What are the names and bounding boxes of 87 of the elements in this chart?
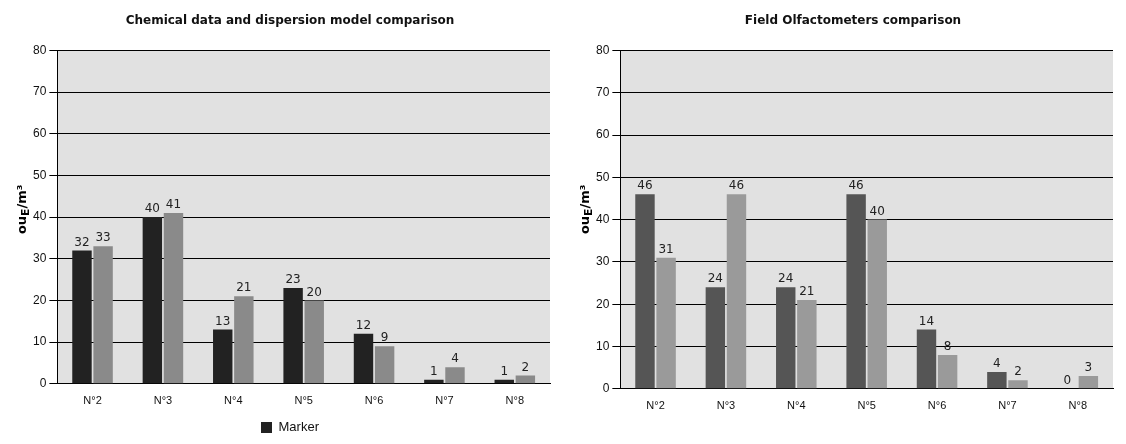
bar (635, 194, 655, 389)
y-tick-label: 50 (32, 167, 47, 182)
bar (1078, 376, 1099, 389)
bar (142, 217, 163, 384)
y-tick-label: 70 (595, 85, 610, 100)
bar (353, 333, 374, 384)
data-label: 23 (285, 272, 301, 287)
y-tick-label: 60 (595, 127, 610, 142)
data-label: 40 (144, 201, 160, 216)
bar (234, 296, 254, 384)
x-tick-label: N°7 (998, 399, 1017, 412)
y-tick-label: 40 (595, 211, 610, 226)
y-tick-label: 20 (32, 292, 47, 307)
data-label: 0 (1063, 372, 1072, 387)
bar (656, 257, 676, 389)
chart-title: Field Olfactometers comparison (744, 13, 962, 28)
x-tick-label: N°7 (435, 394, 454, 407)
data-label: 1 (430, 363, 438, 378)
bar (163, 212, 184, 384)
chart-title: Chemical data and dispersion model comparison (125, 13, 455, 28)
legend-label: Marker (278, 419, 320, 435)
data-label: 4 (993, 356, 1001, 371)
data-label: 13 (215, 313, 231, 328)
x-tick-label: N°3 (153, 394, 173, 407)
data-label: 21 (799, 284, 815, 299)
bar (445, 367, 465, 384)
x-tick-label: N°4 (787, 399, 806, 412)
data-label: 12 (355, 317, 372, 332)
data-label: 24 (707, 271, 723, 286)
x-tick-label: N°5 (294, 394, 313, 407)
x-tick-label: N°4 (224, 394, 243, 407)
bar (72, 250, 92, 384)
y-tick-label: 80 (32, 42, 47, 57)
data-label: 4 (451, 351, 459, 366)
data-label: 33 (95, 230, 111, 245)
bar (304, 300, 324, 384)
y-tick-label: 10 (595, 338, 610, 353)
bar (937, 354, 958, 389)
y-tick-label: 10 (32, 334, 47, 349)
bar (916, 329, 937, 389)
data-label: 40 (869, 203, 885, 218)
data-label: 2 (521, 359, 530, 374)
bar (797, 299, 817, 389)
data-label: 3 (1084, 360, 1093, 375)
bar (213, 329, 233, 384)
bar (987, 371, 1007, 389)
bar (726, 194, 747, 389)
bar (776, 287, 796, 389)
data-label: 41 (165, 197, 182, 212)
x-tick-label: N°6 (364, 394, 384, 407)
data-label: 20 (306, 284, 322, 299)
y-tick-label: 0 (602, 381, 610, 396)
data-label: 46 (728, 178, 745, 193)
bar (374, 346, 395, 384)
bar (705, 287, 726, 389)
data-label: 21 (236, 280, 252, 295)
data-label: 9 (380, 330, 389, 345)
x-tick-label: N°5 (857, 399, 876, 412)
bar (515, 375, 536, 384)
y-tick-label: 40 (32, 209, 47, 224)
data-label: 46 (848, 178, 864, 193)
y-tick-label: 20 (595, 296, 610, 311)
data-label: 31 (658, 241, 674, 256)
x-tick-label: N°2 (83, 394, 102, 407)
data-label: 46 (637, 178, 653, 193)
y-tick-label: 0 (39, 376, 47, 391)
data-label: 32 (74, 234, 90, 249)
bar (867, 219, 887, 389)
y-tick-label: 60 (32, 126, 47, 141)
x-tick-label: N°8 (1068, 399, 1088, 412)
bar (283, 287, 303, 384)
x-tick-label: N°3 (716, 399, 736, 412)
bar (1008, 380, 1028, 389)
data-label: 2 (1014, 364, 1022, 379)
y-tick-label: 70 (32, 84, 47, 99)
x-tick-label: N°2 (646, 399, 665, 412)
bar (846, 194, 866, 389)
data-label: 1 (500, 363, 509, 378)
y-tick-label: 30 (32, 251, 47, 266)
x-tick-label: N°6 (927, 399, 947, 412)
data-label: 24 (778, 271, 794, 286)
data-label: 14 (918, 313, 935, 328)
x-tick-label: N°8 (505, 394, 525, 407)
y-tick-label: 30 (595, 254, 610, 269)
y-tick-label: 80 (595, 42, 610, 57)
bar (93, 246, 113, 384)
y-tick-label: 50 (595, 169, 610, 184)
